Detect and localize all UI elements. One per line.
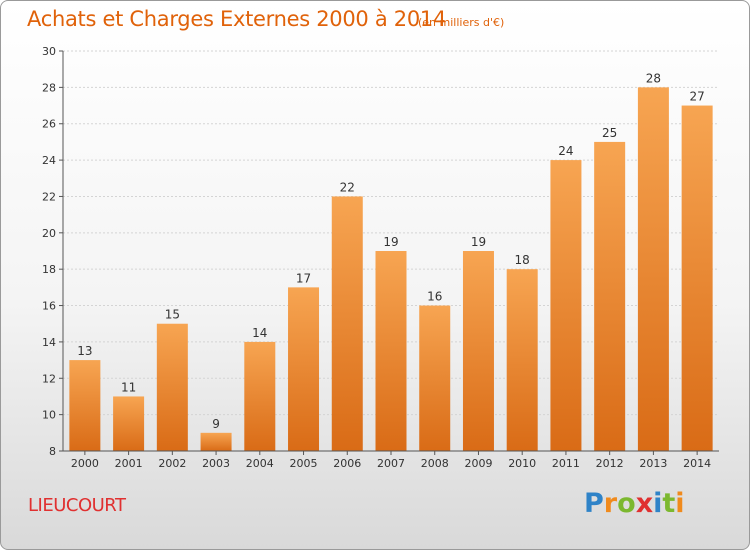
y-tick-label: 22	[42, 190, 56, 203]
y-tick-label: 26	[42, 118, 56, 131]
y-tick-label: 16	[42, 300, 56, 313]
bar-2004	[244, 341, 276, 451]
x-tick-label-2009: 2009	[464, 457, 492, 470]
y-tick-label: 28	[42, 81, 56, 94]
bar-2010	[506, 269, 538, 451]
proxiti-logo: Proxiti	[584, 488, 685, 519]
value-label-2009: 19	[471, 235, 486, 249]
logo-letter: t	[662, 488, 676, 519]
bar-2008	[419, 305, 451, 451]
y-tick-label: 30	[42, 45, 56, 58]
x-tick-label-2005: 2005	[290, 457, 318, 470]
bar-2001	[113, 396, 145, 451]
x-tick-label-2008: 2008	[421, 457, 449, 470]
bar-2007	[375, 251, 407, 451]
bar-2012	[594, 141, 626, 451]
x-tick-label-2004: 2004	[246, 457, 274, 470]
bar-2003	[200, 432, 232, 451]
x-tick-label-2006: 2006	[333, 457, 361, 470]
city-name: LIEUCOURT	[28, 495, 126, 516]
y-tick-label: 12	[42, 372, 56, 385]
y-tick-label: 14	[42, 336, 56, 349]
bar-2006	[331, 196, 363, 451]
bar-2013	[637, 87, 669, 451]
value-label-2013: 28	[646, 71, 661, 85]
y-tick-label: 8	[49, 445, 56, 458]
bar-2011	[550, 160, 582, 451]
logo-letter: P	[584, 488, 604, 519]
x-tick-label-2013: 2013	[639, 457, 667, 470]
x-tick-label-2002: 2002	[158, 457, 186, 470]
value-label-2007: 19	[383, 235, 398, 249]
bar-2002	[156, 323, 188, 451]
x-tick-label-2014: 2014	[683, 457, 711, 470]
x-tick-label-2011: 2011	[552, 457, 580, 470]
value-label-2011: 24	[558, 144, 573, 158]
value-label-2000: 13	[77, 344, 92, 358]
y-tick-label: 10	[42, 409, 56, 422]
labels: 8 10 12 14 16 18 20 22 24 26 28 30 13 2000 11 2001 15 200…	[42, 45, 711, 470]
bars	[69, 87, 713, 451]
y-tick-label: 20	[42, 227, 56, 240]
value-label-2010: 18	[515, 253, 530, 267]
value-label-2001: 11	[121, 380, 136, 394]
x-tick-label-2003: 2003	[202, 457, 230, 470]
bar-2005	[288, 287, 320, 451]
value-label-2006: 22	[340, 180, 355, 194]
value-label-2014: 27	[689, 90, 704, 104]
x-tick-label-2001: 2001	[115, 457, 143, 470]
y-tick-label: 24	[42, 154, 56, 167]
axes	[59, 50, 719, 455]
value-label-2012: 25	[602, 126, 617, 140]
logo-letter: o	[617, 488, 636, 519]
chart-title: Achats et Charges Externes 2000 à 2014	[27, 7, 447, 31]
x-tick-label-2012: 2012	[596, 457, 624, 470]
value-label-2008: 16	[427, 290, 442, 304]
logo-letter: i	[675, 488, 685, 519]
bar-2000	[69, 360, 101, 451]
value-label-2004: 14	[252, 326, 267, 340]
value-label-2003: 9	[212, 417, 220, 431]
y-tick-label: 18	[42, 263, 56, 276]
bar-2014	[681, 105, 713, 451]
chart-unit: (en milliers d'€)	[418, 16, 505, 29]
logo-letter: x	[635, 488, 654, 519]
x-tick-label-2010: 2010	[508, 457, 536, 470]
logo-letter: i	[653, 488, 663, 519]
logo-letter: r	[603, 488, 618, 519]
x-tick-label-2007: 2007	[377, 457, 405, 470]
value-label-2002: 15	[165, 308, 180, 322]
value-label-2005: 17	[296, 271, 311, 285]
bar-2009	[462, 251, 494, 451]
x-tick-label-2000: 2000	[71, 457, 99, 470]
